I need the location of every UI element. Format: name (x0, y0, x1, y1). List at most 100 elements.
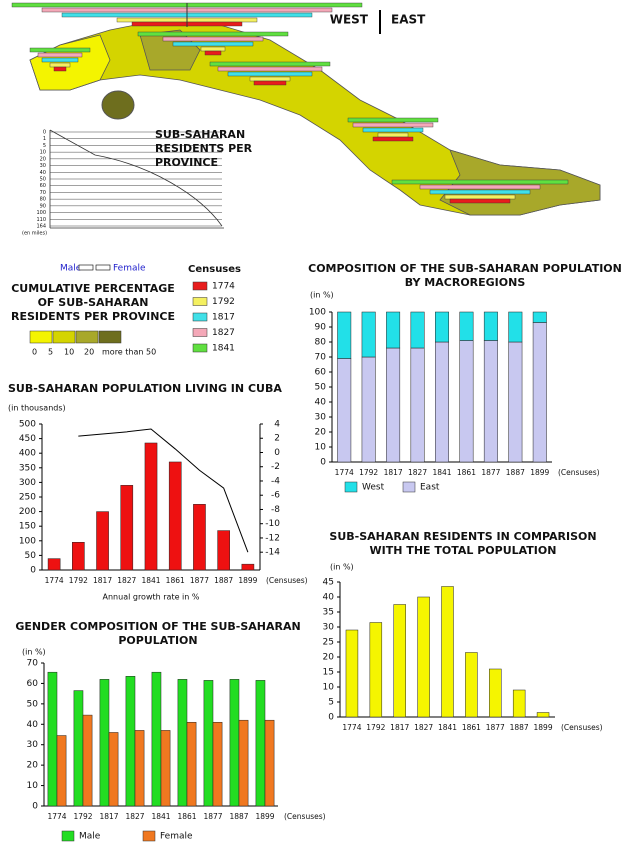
bar (73, 690, 84, 807)
y-tick-label: 40 (323, 593, 335, 603)
bar (56, 735, 67, 807)
y-tick-label: 5 (328, 698, 334, 708)
bar (72, 542, 85, 571)
bar (393, 604, 406, 718)
map: WEST EAST (11, 2, 601, 216)
x-tick-label: 1792 (69, 576, 88, 585)
x-tick-label: 1861 (462, 723, 481, 732)
percentage-label: more than 50 (102, 348, 156, 357)
legend-swatch (142, 830, 156, 842)
chart-title: SUB-SAHARAN RESIDENTS IN COMPARISON WITH… (329, 530, 597, 557)
y-tick-label: 10 (323, 683, 335, 693)
x-tick-label: 1877 (203, 812, 222, 821)
census-label: 1827 (212, 328, 235, 338)
scale-curve (49, 129, 223, 227)
x-axis-label: (Censuses) (266, 576, 308, 585)
x-tick-label: 1774 (342, 723, 361, 732)
x-tick-label: 1792 (359, 468, 378, 477)
bar (144, 442, 158, 571)
scale-tick-label: 110 (36, 217, 46, 223)
map-pyramid (11, 2, 363, 27)
y-tick-label: 50 (315, 383, 327, 393)
bar (386, 347, 401, 463)
bar (186, 721, 197, 807)
bar (238, 719, 249, 807)
y-tick-label: 300 (19, 478, 36, 488)
legend-label: Male (79, 832, 101, 842)
percentage-swatch (98, 330, 122, 344)
map-title: SUB-SAHARAN RESIDENTS PER PROVINCE (155, 128, 253, 169)
x-tick-label: 1817 (99, 812, 118, 821)
growth-line (78, 428, 249, 553)
x-tick-label: 1827 (408, 468, 427, 477)
x-tick-label: 1817 (93, 576, 112, 585)
x-tick-label: 1827 (117, 576, 136, 585)
bar (134, 730, 145, 807)
y-tick-label: 100 (309, 308, 326, 318)
y-tick-label: 0 (328, 713, 334, 723)
y-tick-label: 35 (323, 608, 334, 618)
y-tick-label: 0 (320, 458, 326, 468)
bar (483, 311, 498, 341)
bar (82, 714, 93, 807)
x-tick-label: 1774 (47, 812, 66, 821)
x-tick-label: 1899 (255, 812, 274, 821)
scale-tick-label: 60 (40, 183, 46, 189)
scale-tick-label: 50 (40, 177, 46, 183)
x-tick-label: 1841 (151, 812, 170, 821)
percentage-label: 0 (32, 348, 37, 357)
y-tick-label: 20 (323, 653, 335, 663)
y2-tick-label: 2 (274, 434, 280, 444)
bar (536, 712, 550, 718)
bar (125, 676, 136, 807)
bar (264, 719, 275, 807)
x-tick-label: 1841 (141, 576, 160, 585)
x-axis-label: (Censuses) (558, 468, 600, 477)
census-swatch (192, 297, 208, 306)
x-tick-label: 1827 (125, 812, 144, 821)
bar (99, 679, 110, 807)
bar (386, 311, 401, 349)
male-label: Male (60, 264, 82, 274)
percentage-title: CUMULATIVE PERCENTAGE OF SUB-SAHARAN RES… (11, 282, 175, 323)
y-tick-label: 100 (19, 536, 36, 546)
y-tick-label: 50 (25, 551, 37, 561)
bar (193, 504, 206, 571)
bar (532, 322, 547, 463)
y-tick-label: 500 (19, 420, 36, 430)
y-tick-label: 10 (315, 443, 327, 453)
bar (345, 629, 359, 718)
bar (229, 679, 240, 807)
bar (441, 586, 454, 718)
bar (459, 340, 474, 463)
census-swatch (192, 328, 208, 337)
x-tick-label: 1877 (481, 468, 500, 477)
bar (177, 679, 188, 807)
bar (435, 311, 449, 343)
y2-tick-label: -2 (271, 462, 280, 472)
legend-swatch (344, 481, 358, 493)
scale-tick-label: 40 (40, 170, 46, 176)
male-female-legend: Male Female (60, 264, 146, 274)
bar (435, 341, 449, 463)
y-axis-label: (in %) (22, 648, 46, 657)
y-tick-label: 0 (32, 802, 38, 812)
x-tick-label: 1877 (190, 576, 209, 585)
percentage-label: 5 (48, 348, 53, 357)
y2-tick-label: -14 (265, 548, 280, 558)
x-axis-label: (Censuses) (284, 812, 326, 821)
bar (512, 689, 526, 718)
legend-label: East (420, 483, 440, 493)
percentage-label: 10 (64, 348, 74, 357)
bar (489, 668, 502, 718)
y-axis-label: (in %) (310, 291, 334, 300)
percentage-label: 20 (84, 348, 94, 357)
y-axis-label: (in thousands) (8, 404, 66, 413)
bar (369, 622, 383, 718)
y2-tick-label: -8 (271, 505, 280, 515)
y-tick-label: 60 (315, 368, 327, 378)
scale-tick-label: 90 (40, 203, 46, 209)
scale-tick-label: 20 (40, 156, 46, 162)
bar (241, 563, 255, 571)
